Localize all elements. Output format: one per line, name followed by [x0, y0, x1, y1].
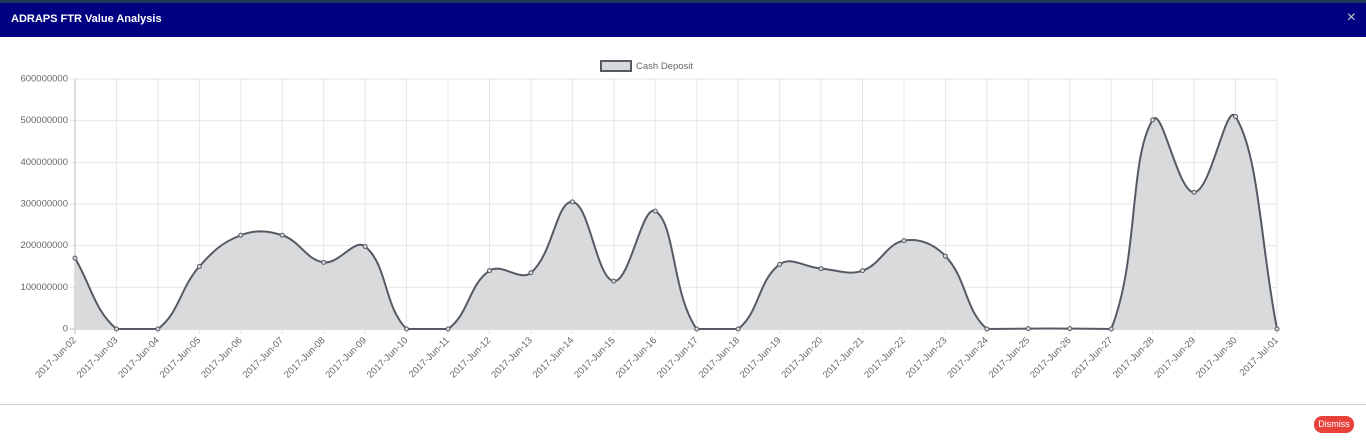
x-tick-label: 2017-Jun-02 [33, 335, 79, 381]
x-tick-label: 2017-Jun-23 [904, 335, 950, 381]
x-tick-label: 2017-Jun-12 [448, 335, 494, 381]
point [652, 208, 658, 214]
x-tick-label: 2017-Jun-09 [324, 335, 370, 381]
x-tick-label: 2017-Jun-15 [572, 335, 618, 381]
point [528, 270, 534, 276]
y-tick-label: 600000000 [20, 74, 68, 85]
x-tick-label: 2017-Jun-05 [158, 335, 204, 381]
app-bar [0, 0, 1366, 3]
point [1191, 189, 1197, 195]
y-tick-label: 300000000 [20, 199, 68, 210]
point [1067, 326, 1073, 332]
y-tick-label: 500000000 [20, 115, 68, 126]
line [74, 113, 1278, 331]
x-tick-label: 2017-Jun-26 [1028, 335, 1074, 381]
chart: 0 100000000 200000000 300000000 400000000 500… [20, 60, 1281, 381]
legend-label: Cash Deposit [636, 61, 693, 72]
x-tick-label: 2017-Jun-25 [987, 335, 1033, 381]
modal-title: ADRAPS FTR Value Analysis [11, 13, 162, 25]
x-tick-label: 2017-Jun-08 [282, 335, 328, 381]
x-tick-label: 2017-Jun-06 [199, 335, 245, 381]
modal-header: ADRAPS FTR Value Analysis × [0, 3, 1366, 37]
x-tick-label: 2017-Jun-29 [1152, 335, 1198, 381]
point [818, 266, 824, 272]
x-tick-label: 2017-Jun-11 [407, 335, 452, 380]
point [569, 199, 575, 205]
point [1233, 114, 1239, 119]
point [155, 326, 161, 332]
dismiss-button[interactable]: Dismiss [1314, 416, 1354, 433]
point [404, 326, 410, 332]
x-tick-label: 2017-Jun-16 [614, 335, 660, 381]
area [75, 114, 1277, 329]
point [321, 259, 327, 265]
y-tick-label: 400000000 [20, 157, 68, 168]
x-tick-label: 2017-Jun-27 [1070, 335, 1116, 381]
x-tick-label: 2017-Jun-10 [365, 335, 411, 381]
x-tick-label: 2017-Jun-14 [531, 335, 577, 381]
point [694, 326, 700, 332]
point [72, 255, 78, 261]
point [777, 261, 783, 267]
point [984, 326, 990, 332]
legend-swatch [600, 60, 632, 72]
point [735, 326, 741, 332]
x-tick-label: 2017-Jun-30 [1194, 335, 1240, 381]
close-button[interactable]: × [1346, 9, 1356, 26]
x-tick-label: 2017-Jun-20 [779, 335, 825, 381]
point [1274, 326, 1280, 332]
x-tick-label: 2017-Jun-17 [655, 335, 701, 381]
point [279, 232, 285, 238]
x-tick-label: 2017-Jun-03 [75, 335, 121, 381]
x-tick-label: 2017-Jun-07 [241, 335, 287, 381]
point [611, 278, 617, 284]
point [1150, 117, 1156, 123]
point [901, 238, 907, 244]
x-tick-label: 2017-Jun-21 [821, 335, 867, 381]
modal-footer: Dismiss [0, 404, 1366, 445]
point [362, 244, 368, 249]
x-tick-label: 2017-Jun-28 [1111, 335, 1157, 381]
point [942, 253, 948, 259]
x-tick-label: 2017-Jun-18 [697, 335, 743, 381]
x-tick-label: 2017-Jun-22 [862, 335, 908, 381]
x-tick-label: 2017-Jun-24 [945, 335, 991, 381]
x-tick-label: 2017-Jun-04 [116, 335, 162, 381]
point [860, 268, 866, 274]
x-tick-label: 2017-Jun-19 [738, 335, 784, 381]
x-tick-label: 2017-Jun-13 [489, 335, 535, 381]
point [1108, 326, 1114, 332]
y-tick-label: 0 [63, 324, 68, 335]
point [486, 268, 492, 274]
point [113, 326, 119, 332]
point [1025, 326, 1031, 332]
point [238, 232, 244, 238]
point [445, 326, 451, 332]
y-tick-label: 100000000 [20, 282, 68, 293]
point [196, 264, 202, 269]
x-tick-label: 2017-Jul-01 [1238, 335, 1281, 378]
y-tick-label: 200000000 [20, 240, 68, 251]
